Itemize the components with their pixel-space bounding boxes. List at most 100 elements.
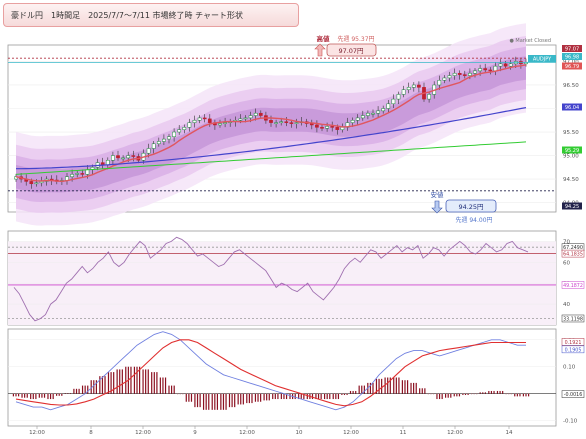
macd-histogram-bar [488, 390, 490, 394]
macd-histogram-bar [121, 369, 123, 394]
rsi-layer [8, 236, 556, 325]
macd-histogram-bar [427, 393, 429, 395]
candle-body [371, 112, 375, 115]
macd-histogram-bar [58, 393, 60, 396]
macd-histogram-bar [164, 377, 167, 394]
candle-body [417, 84, 421, 88]
candle-body [315, 124, 319, 128]
macd-histogram-bar [277, 393, 279, 400]
candle-body [121, 157, 125, 160]
macd-histogram-bar [133, 366, 136, 394]
macd-histogram-bar [484, 392, 486, 394]
macd-histogram-bar [125, 366, 127, 394]
macd-histogram-bar [476, 393, 478, 395]
candle-body [223, 122, 227, 124]
macd-histogram-bar [493, 390, 495, 394]
macd-level-label: -0.0016 [564, 392, 583, 398]
macd-histogram-bar [136, 366, 138, 394]
macd-histogram-bar [326, 393, 328, 400]
rsi-level-label: 64.1835 [563, 252, 583, 258]
macd-histogram-bar [194, 393, 196, 408]
macd-level-label: 0.1905 [565, 347, 582, 353]
macd-histogram-bar [168, 385, 170, 394]
candle-body [39, 181, 44, 184]
macd-histogram-bar [519, 393, 521, 397]
macd-histogram-bar [21, 393, 23, 398]
macd-histogram-bar [289, 393, 291, 400]
macd-histogram-bar [424, 388, 426, 394]
macd-histogram-bar [355, 390, 357, 394]
candle-body [508, 63, 513, 67]
macd-histogram-bar [41, 393, 43, 398]
candle-body [243, 117, 248, 120]
candle-body [330, 126, 335, 128]
candle-body [131, 155, 136, 157]
macd-histogram-bar [254, 393, 257, 402]
macd-histogram-bar [395, 377, 397, 394]
macd-histogram-bar [225, 393, 227, 410]
macd-histogram-bar [119, 369, 121, 394]
high-value-box [326, 43, 377, 57]
macd-histogram-bar [84, 385, 86, 394]
macd-histogram-bar [268, 393, 270, 401]
macd-histogram-bar [116, 369, 118, 394]
macd-histogram-bar [32, 393, 34, 400]
candle-body [447, 75, 452, 79]
macd-histogram-bar [381, 378, 383, 394]
high-label: 高値 [317, 34, 331, 43]
macd-histogram-bar [104, 376, 106, 394]
candle-body [437, 80, 442, 86]
macd-histogram-bar [251, 393, 253, 404]
macd-histogram-bar [263, 393, 265, 401]
macd-histogram-bar [73, 388, 75, 394]
candle-body [258, 112, 263, 116]
macd-histogram-bar [283, 393, 285, 400]
price-ytick-label: 95.50 [563, 130, 579, 136]
macd-histogram-bar [67, 393, 69, 394]
price-tag [562, 103, 582, 111]
candle-body [218, 123, 222, 126]
macd-histogram-bar [389, 377, 391, 394]
macd-histogram-bar [458, 393, 461, 397]
price-ytick-label: 95.00 [563, 154, 579, 160]
rsi-ytick-label: 40 [563, 302, 570, 308]
macd-histogram-bar [522, 393, 524, 397]
price-tag-label: 96.98 [565, 55, 579, 61]
macd-histogram-bar [266, 393, 268, 401]
macd-histogram-bar [436, 393, 438, 400]
candle-body [406, 87, 411, 90]
macd-histogram-bar [352, 390, 354, 394]
chart-title: 豪ドル円 1時間足 2025/7/7〜7/11 市場終了時 チャート形状 [11, 11, 243, 20]
macd-histogram-bar [12, 393, 14, 397]
macd-histogram-bar [156, 372, 158, 394]
macd-level-tag [561, 390, 585, 398]
price-tag-label: 95.29 [565, 148, 579, 154]
macd-histogram-bar [410, 382, 412, 394]
price-tag-label: 96.79 [565, 64, 579, 70]
macd-histogram-bar [18, 393, 20, 397]
candle-body [279, 121, 284, 123]
candle-body [126, 155, 131, 159]
candle-body [253, 112, 258, 116]
macd-histogram-bar [139, 366, 141, 394]
macd-histogram-bar [358, 385, 360, 394]
macd-histogram-bar [456, 393, 458, 397]
macd-histogram-bar [450, 393, 452, 398]
macd-histogram-bar [49, 393, 52, 400]
macd-histogram-bar [462, 393, 464, 396]
macd-histogram-bar [153, 372, 155, 394]
macd-histogram-bar [179, 393, 181, 395]
candle-body [493, 65, 498, 72]
candle-body [70, 174, 74, 177]
macd-histogram-bar [61, 393, 63, 396]
macd-histogram-bar [505, 393, 507, 395]
candle-body [75, 173, 80, 175]
macd-histogram-bar [211, 393, 213, 410]
candle-body [289, 122, 294, 124]
candle-body [187, 122, 192, 128]
macd-histogram-bar [482, 392, 484, 394]
x-tick-label: 12:00 [447, 430, 463, 436]
candle-body [248, 115, 253, 119]
macd-histogram-bar [306, 393, 308, 400]
macd-histogram-bar [151, 372, 153, 394]
